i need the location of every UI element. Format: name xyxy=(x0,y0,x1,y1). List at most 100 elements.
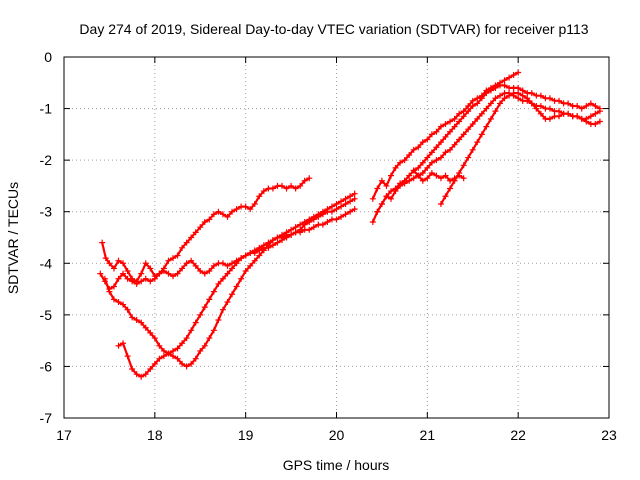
data-point-marker xyxy=(133,371,140,378)
data-point-marker xyxy=(147,265,154,272)
data-point-marker xyxy=(442,121,449,128)
data-point-marker xyxy=(424,175,431,182)
data-point-marker xyxy=(251,247,258,254)
data-point-marker xyxy=(133,317,140,324)
data-point-marker xyxy=(474,100,481,107)
data-point-marker xyxy=(138,278,145,285)
data-point-marker xyxy=(229,291,236,298)
y-tick-label: -5 xyxy=(40,307,53,323)
data-point-marker xyxy=(292,185,299,192)
data-point-marker xyxy=(224,298,231,305)
data-point-marker xyxy=(288,182,295,189)
y-tick-label: -1 xyxy=(40,101,53,117)
data-point-marker xyxy=(433,172,440,179)
data-point-marker xyxy=(242,268,249,275)
data-point-marker xyxy=(224,213,231,220)
data-point-marker xyxy=(170,273,176,280)
data-point-marker xyxy=(319,221,326,228)
data-point-marker xyxy=(415,144,422,151)
data-point-marker xyxy=(419,177,426,184)
data-point-marker xyxy=(574,102,581,109)
data-point-marker xyxy=(574,113,581,120)
data-point-marker xyxy=(260,242,267,249)
y-tick-label: -6 xyxy=(40,358,53,374)
data-point-marker xyxy=(288,231,295,238)
data-point-marker xyxy=(328,208,335,215)
data-point-marker xyxy=(124,353,131,360)
data-point-marker xyxy=(469,97,476,104)
data-point-marker xyxy=(188,234,195,241)
data-point-marker xyxy=(110,283,117,290)
data-point-marker xyxy=(269,185,276,192)
data-point-marker xyxy=(242,203,249,210)
data-point-marker xyxy=(201,270,208,277)
data-point-marker xyxy=(124,268,131,275)
data-point-marker xyxy=(201,219,208,226)
data-point-marker xyxy=(351,206,358,213)
data-point-marker xyxy=(342,195,349,202)
data-point-marker xyxy=(447,128,454,135)
data-point-marker xyxy=(269,237,276,244)
data-point-marker xyxy=(129,366,136,373)
series-arc-1 xyxy=(99,175,313,285)
data-point-marker xyxy=(242,252,249,259)
data-point-marker xyxy=(451,115,458,122)
data-point-marker xyxy=(578,115,585,122)
data-point-marker xyxy=(492,95,499,102)
data-point-marker xyxy=(106,288,113,295)
data-point-marker xyxy=(338,198,345,205)
data-point-marker xyxy=(378,177,385,184)
data-point-marker xyxy=(233,283,240,290)
data-point-marker xyxy=(497,92,503,99)
data-point-marker xyxy=(301,177,308,184)
data-point-marker xyxy=(383,193,390,200)
data-point-marker xyxy=(515,69,522,76)
data-point-marker xyxy=(170,347,176,354)
data-point-marker xyxy=(501,95,508,102)
data-point-marker xyxy=(333,206,340,213)
data-point-marker xyxy=(442,133,449,140)
data-point-marker xyxy=(247,262,254,269)
y-tick-label: -4 xyxy=(40,255,53,271)
data-point-marker xyxy=(219,211,226,218)
data-point-marker xyxy=(101,275,108,282)
data-point-marker xyxy=(424,154,431,161)
data-point-marker xyxy=(297,221,304,228)
data-point-marker xyxy=(247,249,254,256)
y-tick-label: -3 xyxy=(40,204,53,220)
data-point-marker xyxy=(120,301,127,308)
data-point-marker xyxy=(406,172,413,179)
data-point-marker xyxy=(238,275,245,282)
data-point-marker xyxy=(238,255,245,262)
data-point-marker xyxy=(142,324,149,331)
x-tick-label: 20 xyxy=(329,427,345,443)
data-point-marker xyxy=(124,306,131,313)
data-point-marker xyxy=(456,136,463,143)
y-tick-label: -2 xyxy=(40,152,53,168)
data-point-marker xyxy=(460,113,467,120)
data-point-marker xyxy=(174,252,181,259)
data-point-marker xyxy=(129,314,136,321)
data-point-marker xyxy=(129,278,136,285)
data-point-marker xyxy=(338,213,345,220)
data-point-marker xyxy=(437,123,444,130)
data-point-marker xyxy=(583,118,590,125)
data-point-marker xyxy=(138,373,145,380)
data-point-marker xyxy=(506,92,513,99)
data-point-marker xyxy=(115,298,122,305)
data-point-marker xyxy=(465,126,472,133)
data-point-marker xyxy=(138,319,145,326)
chart-title: Day 274 of 2019, Sidereal Day-to-day VTE… xyxy=(79,21,588,37)
data-point-marker xyxy=(492,84,499,91)
x-axis-label: GPS time / hours xyxy=(283,457,390,473)
data-point-marker xyxy=(183,260,190,267)
data-point-marker xyxy=(437,139,444,146)
data-point-marker xyxy=(474,139,481,146)
data-point-marker xyxy=(179,265,186,272)
data-point-marker xyxy=(528,100,535,107)
data-point-marker xyxy=(392,164,399,171)
data-point-marker xyxy=(460,162,467,169)
data-point-marker xyxy=(383,182,390,189)
series-arc-6 xyxy=(374,82,603,215)
data-point-marker xyxy=(537,110,544,117)
